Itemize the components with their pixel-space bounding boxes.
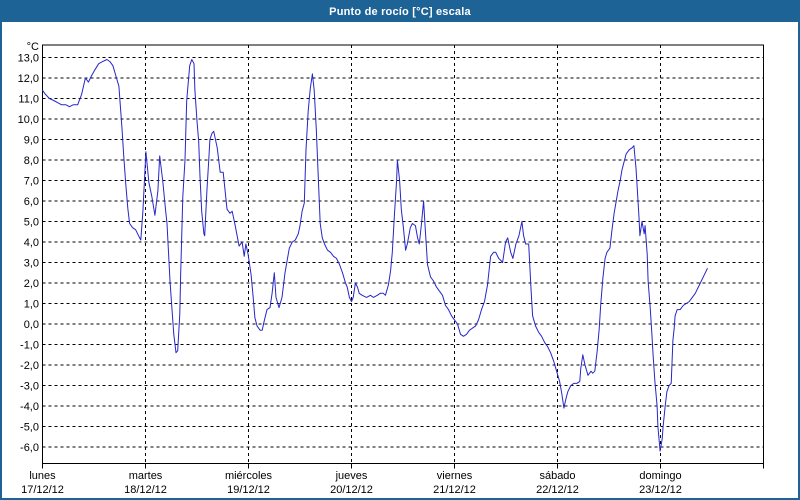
- y-tick-label: 4,0: [24, 237, 39, 249]
- dew-point-line-chart: 13,0 12,0 11,0 10,0 9,0 8,0 7,0 6,0 5,0 4,0 3,0 2,0…: [18, 41, 764, 496]
- day-date-label: 18/12/12: [124, 484, 167, 496]
- y-tick-label: 2,0: [24, 278, 39, 290]
- day-weekday-label: viernes: [437, 470, 473, 482]
- y-tick-label: 6,0: [24, 196, 39, 208]
- day-weekday-label: lunes: [29, 470, 56, 482]
- day-date-label: 17/12/12: [21, 484, 64, 496]
- y-tick-label: -6,0: [20, 442, 39, 454]
- day-date-label: 19/12/12: [227, 484, 270, 496]
- y-tick-label: 8,0: [24, 155, 39, 167]
- series-line: [42, 59, 708, 452]
- chart-area: 13,0 12,0 11,0 10,0 9,0 8,0 7,0 6,0 5,0 4,0 3,0 2,0…: [4, 24, 798, 498]
- day-weekday-label: domingo: [639, 470, 681, 482]
- y-tick-label: -1,0: [20, 340, 39, 352]
- y-tick-label: 11,0: [18, 94, 39, 106]
- y-tick-label: -5,0: [20, 422, 39, 434]
- y-tick-label: -2,0: [20, 360, 39, 372]
- y-tick-label: 7,0: [24, 176, 39, 188]
- day-date-label: 23/12/12: [639, 484, 682, 496]
- y-tick-label: 1,0: [24, 299, 39, 311]
- day-weekday-label: jueves: [335, 470, 368, 482]
- y-tick-label: -3,0: [20, 381, 39, 393]
- y-tick-label: 9,0: [24, 135, 39, 147]
- y-tick-label: 5,0: [24, 217, 39, 229]
- day-date-label: 22/12/12: [536, 484, 579, 496]
- y-tick-label: 3,0: [24, 258, 39, 270]
- chart-title: Punto de rocío [°C] escala: [329, 6, 471, 18]
- day-date-label: 20/12/12: [330, 484, 373, 496]
- y-tick-label: 0,0: [24, 319, 39, 331]
- y-tick-label: 13,0: [18, 53, 39, 65]
- day-date-label: 21/12/12: [433, 484, 476, 496]
- y-axis-unit-label: °C: [27, 41, 39, 53]
- day-weekday-label: martes: [129, 470, 163, 482]
- day-weekday-label: sábado: [539, 470, 575, 482]
- title-bar: Punto de rocío [°C] escala: [2, 2, 798, 22]
- y-tick-label: -4,0: [20, 401, 39, 413]
- plot-border: [42, 44, 764, 464]
- day-weekday-label: miércoles: [225, 470, 273, 482]
- y-tick-label: 12,0: [18, 73, 39, 85]
- y-tick-label: 10,0: [18, 114, 39, 126]
